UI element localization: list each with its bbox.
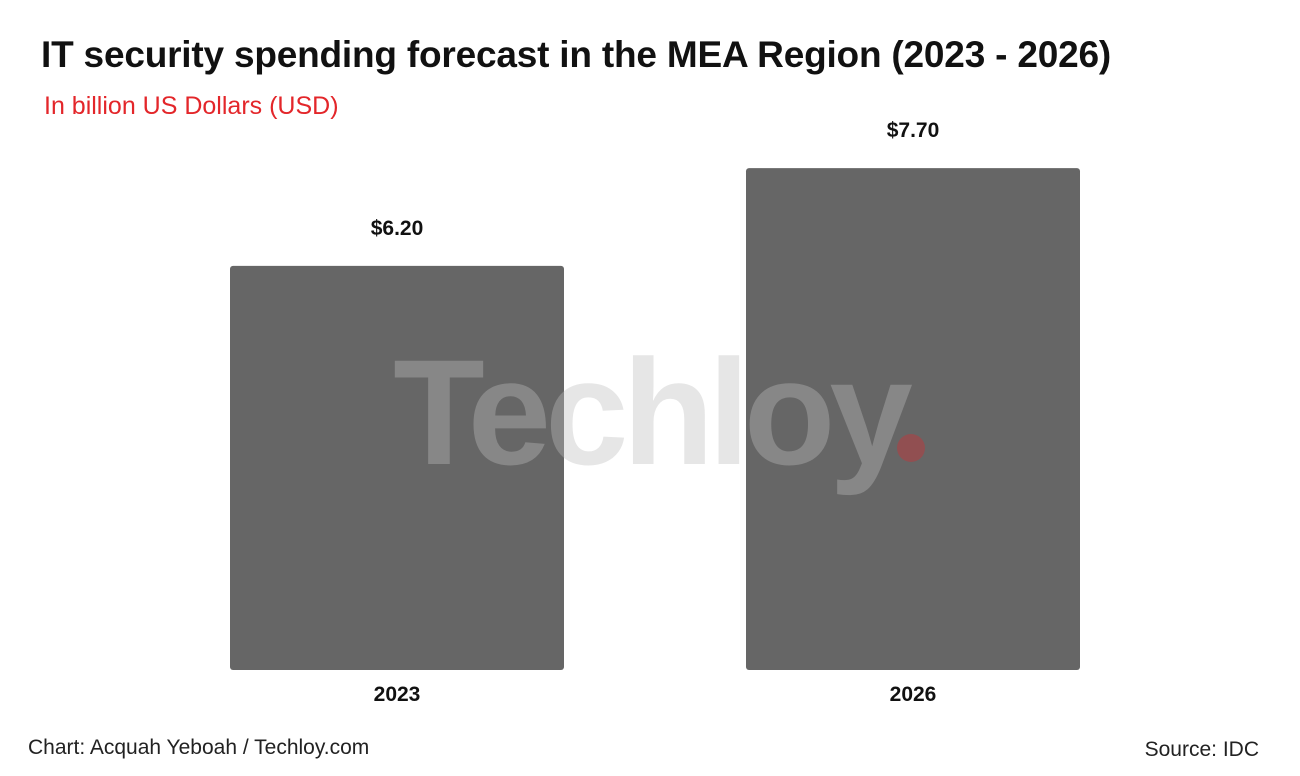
watermark-text: Techloy <box>393 328 912 496</box>
labels-group: $6.20 2023 $7.70 2026 <box>371 119 940 706</box>
chart-subtitle: In billion US Dollars (USD) <box>44 92 339 120</box>
watermark: Techloy <box>393 328 925 496</box>
chart-credit[interactable]: Chart: Acquah Yeboah / Techloy.com <box>28 736 370 759</box>
x-tick-label-2026: 2026 <box>890 683 937 706</box>
value-label-2023: $6.20 <box>371 217 424 240</box>
chart-source: Source: IDC <box>1144 738 1259 761</box>
chart-title: IT security spending forecast in the MEA… <box>41 34 1111 75</box>
bar-2026[interactable] <box>746 168 1080 670</box>
watermark-dot <box>897 434 925 462</box>
value-label-2026: $7.70 <box>887 119 940 142</box>
bar-2023[interactable] <box>230 265 564 670</box>
x-tick-label-2023: 2023 <box>374 683 421 706</box>
bars-group <box>230 168 1080 670</box>
